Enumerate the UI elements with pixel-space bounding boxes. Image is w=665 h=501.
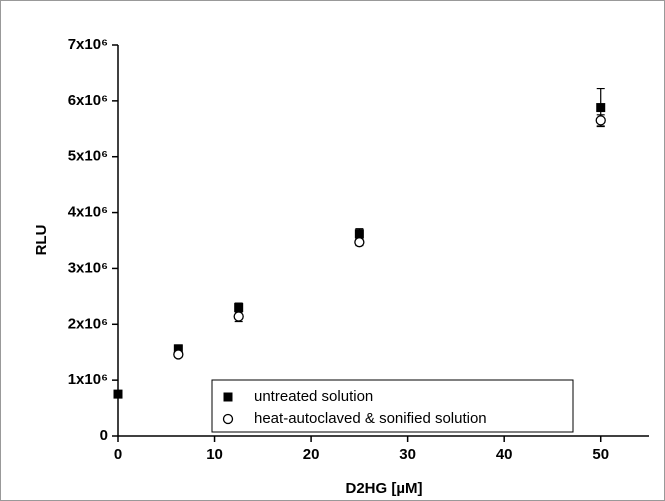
legend-label: untreated solution <box>254 388 373 405</box>
y-tick-label: 7x10⁶ <box>68 36 108 53</box>
y-tick-label: 3x10⁶ <box>68 259 108 276</box>
legend-box <box>211 379 574 433</box>
point <box>354 237 365 248</box>
point <box>234 303 244 313</box>
y-tick-label: 4x10⁶ <box>68 204 108 221</box>
x-tick-label: 10 <box>206 446 223 463</box>
y-tick-label: 2x10⁶ <box>68 315 108 332</box>
x-tick-label: 0 <box>114 446 122 463</box>
legend-marker <box>222 413 234 425</box>
y-tick-label: 0 <box>100 427 108 444</box>
y-tick-label: 5x10⁶ <box>68 148 108 165</box>
x-axis-label: D2HG [µM] <box>346 480 423 497</box>
point <box>113 389 123 399</box>
point <box>595 115 606 126</box>
y-tick-label: 1x10⁶ <box>68 371 108 388</box>
point <box>233 311 244 322</box>
x-tick-label: 20 <box>303 446 320 463</box>
y-axis-label: RLU <box>33 225 50 256</box>
x-tick-label: 50 <box>592 446 609 463</box>
legend: untreated solution heat-autoclaved & soni… <box>211 379 574 433</box>
legend-label: heat-autoclaved & sonified solution <box>254 410 487 427</box>
point <box>173 349 184 360</box>
x-tick-label: 30 <box>399 446 416 463</box>
y-tick-label: 6x10⁶ <box>68 92 108 109</box>
point <box>354 229 364 239</box>
point <box>173 344 183 354</box>
legend-marker <box>223 392 233 402</box>
x-tick-label: 40 <box>496 446 513 463</box>
point <box>596 103 606 113</box>
